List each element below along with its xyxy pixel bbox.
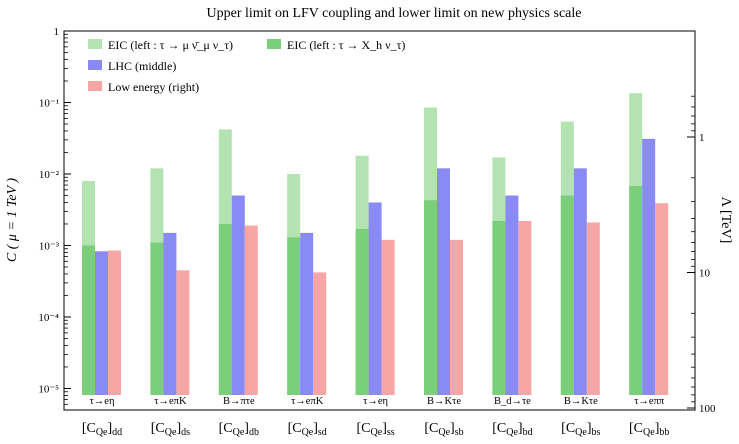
bar-low-3-cqedd <box>108 250 121 395</box>
legend-label: LHC (middle) <box>108 59 176 73</box>
legend-label: EIC (left : τ → X_h ν_τ) <box>287 38 405 52</box>
x-category-label: [CQe]bd <box>492 421 532 438</box>
process-labels: τ→eη τ→eπK B→πτe τ→eπK τ→eη B→Kτe B_d→τe B→Kτe τ… <box>90 396 665 407</box>
y-tick-label: 10⁻⁵ <box>38 383 59 395</box>
bar-eic-1-cqebd <box>492 221 506 395</box>
bar-eic-1-cqedb <box>218 223 232 395</box>
bar-low-3-cqeds <box>176 270 190 395</box>
bar-eic-1-cqess <box>355 229 369 395</box>
process-label: τ→eπK <box>154 396 187 407</box>
legend: EIC (left : τ → μ ν̄_μ ν_τ) LHC (middle) L… <box>88 38 405 94</box>
chart-title: Upper limit on LFV coupling and lower li… <box>207 6 582 21</box>
legend-swatch <box>88 81 102 91</box>
bar-eic-1-cqeds <box>150 242 164 395</box>
bar-eic-1-cqesb <box>424 200 437 395</box>
y2-tick-label: 1 <box>699 132 705 144</box>
bar-lhc-2-cqedd <box>95 251 108 395</box>
bar-lhc-2-cqesb <box>437 168 450 395</box>
bar-lhc-2-cqebs <box>573 168 587 395</box>
legend-label: Low energy (right) <box>108 80 199 94</box>
legend-swatch <box>88 39 102 49</box>
legend-label: EIC (left : τ → μ ν̄_μ ν_τ) <box>108 38 233 52</box>
bar-low-3-cqebs <box>586 222 600 395</box>
x-category-label: [CQe]ds <box>151 421 190 438</box>
y2-axis-label: Λ [TeV] <box>718 197 733 244</box>
y-axis-label: C ( μ = 1 TeV ) <box>5 178 20 262</box>
process-label: τ→eη <box>363 396 388 407</box>
bar-low-3-cqesb <box>450 239 463 395</box>
bar-low-3-cqedb <box>244 225 258 395</box>
x-category-label: [CQe]sb <box>424 421 463 438</box>
process-label: τ→eππ <box>634 396 665 407</box>
plot-frame <box>63 30 696 411</box>
y-axis-left: 1 10⁻¹ 10⁻² 10⁻³ 10⁻⁴ 10⁻⁵ <box>38 26 71 405</box>
x-axis-labels: [CQe]dd [CQe]ds [CQe]db [CQe]sd [CQe]ss [CQe]… <box>82 421 670 438</box>
x-category-label: [CQe]bs <box>561 421 600 438</box>
y2-tick-label: 10 <box>699 268 711 280</box>
legend-swatch <box>267 39 281 49</box>
bar-lhc-2-cqedb <box>231 195 245 395</box>
y2-axis-title: Λ [TeV] <box>718 197 733 244</box>
bar-eic-1-cqebs <box>560 195 574 395</box>
process-label: B→πτe <box>223 396 255 407</box>
x-category-label: [CQe]bb <box>629 421 669 438</box>
y-tick-label: 10⁻¹ <box>39 97 59 109</box>
x-category-label: [CQe]dd <box>82 421 122 438</box>
x-category-label: [CQe]sd <box>288 421 327 438</box>
y-tick-label: 1 <box>54 26 60 38</box>
bar-lhc-2-cqebd <box>505 195 519 395</box>
process-label: B→Kτe <box>564 396 598 407</box>
bar-low-3-cqebd <box>518 221 532 395</box>
process-label: τ→eπK <box>291 396 324 407</box>
y-tick-label: 10⁻² <box>39 169 60 181</box>
bar-eic-1-cqedd <box>82 245 95 395</box>
bar-eic-1-cqesd <box>287 237 301 395</box>
process-label: B_d→τe <box>494 396 531 407</box>
legend-swatch <box>88 60 102 70</box>
bar-low-3-cqebb <box>655 203 669 395</box>
bar-low-3-cqesd <box>313 272 327 395</box>
y-tick-label: 10⁻⁴ <box>38 312 59 324</box>
bar-lhc-2-cqeds <box>163 232 177 395</box>
bar-lhc-2-cqesd <box>300 232 314 395</box>
x-category-label: [CQe]db <box>219 421 259 438</box>
process-label: B→Kτe <box>427 396 461 407</box>
bar-eic-1-cqebb <box>629 185 643 395</box>
y-axis-right: 1 10 100 <box>687 95 716 415</box>
bars-layer <box>82 93 669 396</box>
bar-low-3-cqess <box>381 239 395 395</box>
y2-tick-label: 100 <box>699 403 716 415</box>
y-axis-title: C ( μ = 1 TeV ) <box>5 178 20 262</box>
process-label: τ→eη <box>90 396 115 407</box>
bar-lhc-2-cqess <box>368 202 382 395</box>
x-category-label: [CQe]ss <box>357 421 395 438</box>
bar-lhc-2-cqebb <box>642 138 656 396</box>
y-tick-label: 10⁻³ <box>39 240 60 252</box>
